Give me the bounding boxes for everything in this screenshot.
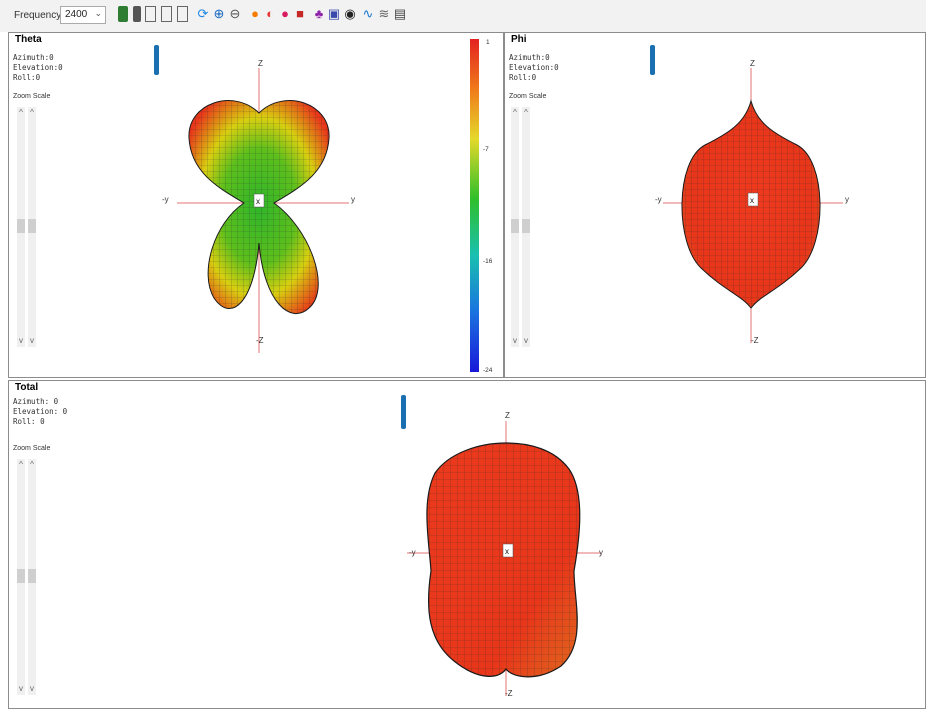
colorbar-tick-label: -7 [483,146,489,153]
roll-readout: Roll: 0 [13,417,45,426]
total-panel[interactable]: Total Azimuth: 0 Elevation: 0 Roll: 0 Zo… [8,380,926,709]
chevron-up-icon[interactable]: ^ [19,460,23,469]
chevron-down-icon[interactable]: v [30,684,34,693]
colorbar-tick-label: 1 [486,39,490,46]
sheep-icon[interactable]: ♣ [314,6,324,21]
neg-y-axis-label: -y [162,195,169,204]
roll-readout: Roll:0 [509,73,537,82]
roll-readout: Roll:0 [13,73,41,82]
color-sphere-icon[interactable]: ● [251,6,259,21]
phi-3d-view[interactable]: Z -Z y -y x [505,33,926,379]
device-marker-icon [650,45,655,75]
zoom-slider-left[interactable]: ^ v [511,107,519,347]
phone-green-icon[interactable] [118,6,128,22]
zoom-scale-label: Zoom Scale [509,93,547,100]
slider-thumb[interactable] [511,219,519,233]
z-axis-label: Z [258,59,263,68]
azimuth-readout: Azimuth:0 [509,53,550,62]
zoom-slider-left[interactable]: ^ v [17,107,25,347]
panel-title: Total [15,382,39,393]
slider-thumb[interactable] [17,219,25,233]
toolbar: Frequency: 2400 ⌄ ⟳ ⊕ ⊖ ● ◐ ● ■ ♣ ▣ ◉ ∿ … [0,0,926,32]
zoom-out-icon[interactable]: ⊖ [229,6,241,21]
neg-y-axis-label: -y [409,548,416,557]
neg-y-axis-label: -y [655,195,662,204]
chevron-up-icon[interactable]: ^ [524,108,528,117]
chevron-up-icon[interactable]: ^ [30,460,34,469]
neg-z-axis-label: -Z [505,689,513,698]
chevron-down-icon[interactable]: v [524,336,528,345]
x-axis-label: x [750,196,754,205]
device-outline-icon[interactable] [145,6,156,22]
theta-3d-view[interactable]: Z -Z y -y x 1 -7 -16 -24 [9,33,505,379]
slider-thumb[interactable] [28,569,36,583]
document-icon[interactable]: ▤ [393,6,407,21]
frequency-select[interactable]: 2400 ⌄ [60,6,106,24]
sphere-icon[interactable]: ● [281,6,289,21]
y-axis-label: y [845,195,849,204]
chevron-up-icon[interactable]: ^ [513,108,517,117]
elevation-readout: Elevation:0 [13,63,63,72]
circle-icon[interactable]: ◉ [344,6,356,21]
phi-panel[interactable]: Phi Azimuth:0 Elevation:0 Roll:0 Zoom Sc… [504,32,926,378]
chevron-up-icon[interactable]: ^ [19,108,23,117]
device-marker-icon [154,45,159,75]
cube-icon[interactable]: ■ [296,6,304,21]
frequency-value: 2400 [65,9,88,20]
zoom-slider-right[interactable]: ^ v [28,107,36,347]
frequency-label: Frequency: [14,10,65,21]
slider-thumb[interactable] [28,219,36,233]
device-split-icon[interactable] [177,6,188,22]
x-axis-marker [747,192,759,207]
z-axis-label: Z [750,59,755,68]
image-icon[interactable]: ▣ [327,6,341,21]
chevron-down-icon[interactable]: v [19,684,23,693]
slider-thumb[interactable] [522,219,530,233]
panel-title: Theta [15,34,42,45]
half-sphere-icon[interactable]: ◐ [266,6,274,21]
y-axis-label: y [351,195,355,204]
chevron-down-icon[interactable]: v [513,336,517,345]
orientation-info: Azimuth:0 Elevation:0 Roll:0 [13,53,63,83]
chevron-down-icon[interactable]: v [30,336,34,345]
x-axis-marker [502,543,514,558]
neg-z-axis-label: -Z [751,336,759,345]
zoom-slider-right[interactable]: ^ v [522,107,530,347]
slider-thumb[interactable] [17,569,25,583]
z-axis-label: Z [505,411,510,420]
colorbar-tick-label: -16 [483,258,493,265]
zoom-scale-label: Zoom Scale [13,445,51,452]
chevron-down-icon[interactable]: v [19,336,23,345]
orientation-info: Azimuth:0 Elevation:0 Roll:0 [509,53,559,83]
chevron-down-icon: ⌄ [94,8,102,18]
phone-icon[interactable] [133,6,141,22]
chevron-up-icon[interactable]: ^ [30,108,34,117]
zoom-slider-left[interactable]: ^ v [17,459,25,695]
azimuth-readout: Azimuth: 0 [13,397,59,406]
refresh-icon[interactable]: ⟳ [197,6,209,21]
zoom-slider-right[interactable]: ^ v [28,459,36,695]
device-marker-icon [401,395,406,429]
neg-z-axis-label: -Z [256,336,264,345]
device-cut-icon[interactable] [161,6,172,22]
colorbar [470,39,479,372]
total-pattern-surface [426,442,581,678]
y-axis-label: y [599,548,603,557]
zoom-in-icon[interactable]: ⊕ [213,6,225,21]
theta-panel[interactable]: Theta Azimuth:0 Elevation:0 Roll:0 Zoom … [8,32,504,378]
x-axis-marker [253,193,265,208]
elevation-readout: Elevation:0 [509,63,559,72]
wave-icon[interactable]: ∿ [362,6,374,21]
colorbar-tick-label: -24 [483,367,493,374]
multiwave-icon[interactable]: ≋ [378,6,390,21]
x-axis-label: x [256,197,260,206]
elevation-readout: Elevation: 0 [13,407,68,416]
panel-title: Phi [511,34,527,45]
orientation-info: Azimuth: 0 Elevation: 0 Roll: 0 [13,397,67,427]
total-3d-view[interactable]: Z -Z y -y x [9,381,926,710]
x-axis-label: x [505,547,509,556]
zoom-scale-label: Zoom Scale [13,93,51,100]
azimuth-readout: Azimuth:0 [13,53,54,62]
